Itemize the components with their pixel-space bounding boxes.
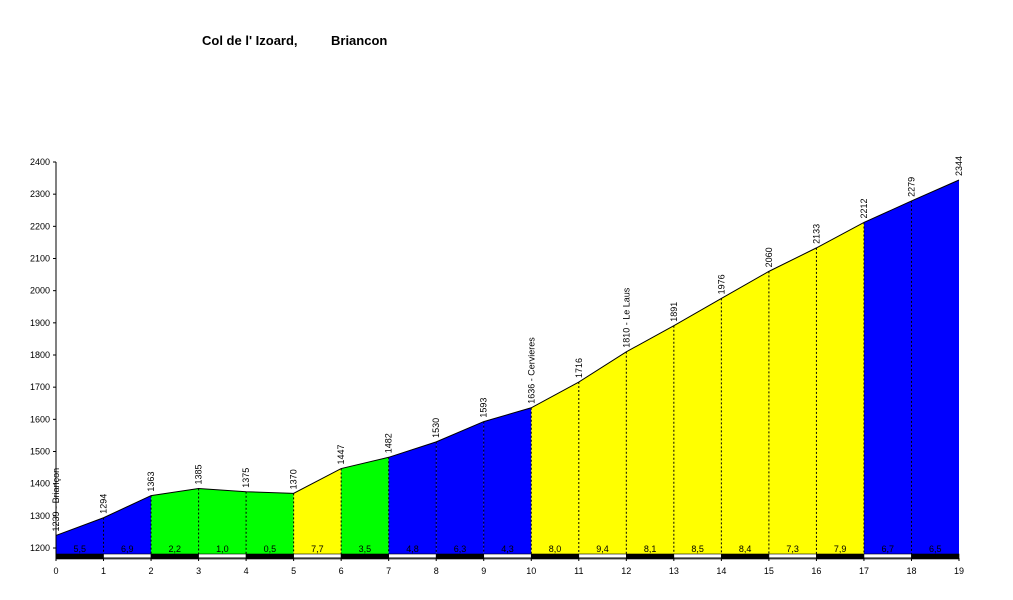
x-tick-label: 14 bbox=[716, 566, 726, 576]
elevation-label: 2344 bbox=[954, 156, 964, 176]
x-tick-label: 4 bbox=[244, 566, 249, 576]
x-tick-label: 3 bbox=[196, 566, 201, 576]
x-tick-label: 7 bbox=[386, 566, 391, 576]
y-tick-label: 1400 bbox=[30, 479, 50, 489]
y-tick-label: 2200 bbox=[30, 221, 50, 231]
elevation-label: 1385 bbox=[194, 464, 204, 484]
profile-segment bbox=[863, 200, 912, 558]
gradient-label: 7,3 bbox=[786, 544, 799, 554]
profile-segment bbox=[721, 271, 769, 558]
gradient-label: 7,7 bbox=[311, 544, 324, 554]
y-tick-label: 1800 bbox=[30, 350, 50, 360]
gradient-label: 8,5 bbox=[691, 544, 704, 554]
profile-segment bbox=[341, 457, 389, 558]
profile-segment bbox=[151, 488, 199, 558]
y-tick-label: 1700 bbox=[30, 382, 50, 392]
elevation-label: 1716 bbox=[574, 358, 584, 378]
gradient-label: 6,7 bbox=[881, 544, 894, 554]
y-tick-label: 1200 bbox=[30, 543, 50, 553]
elevation-label: 2279 bbox=[906, 177, 916, 197]
elevation-label: 1530 bbox=[431, 418, 441, 438]
y-tick-label: 2400 bbox=[30, 157, 50, 167]
x-tick-label: 0 bbox=[53, 566, 58, 576]
profile-segment bbox=[388, 441, 437, 558]
elevation-label: 1482 bbox=[384, 433, 394, 453]
gradient-label: 6,9 bbox=[121, 544, 134, 554]
x-tick-label: 16 bbox=[811, 566, 821, 576]
gradient-label: 9,4 bbox=[596, 544, 609, 554]
elevation-label: 1636 - Cervieres bbox=[526, 337, 536, 404]
chart-title-climb: Col de l' Izoard, bbox=[202, 33, 298, 48]
elevation-label: 1447 bbox=[336, 445, 346, 465]
elevation-label: 1810 - Le Laus bbox=[621, 287, 631, 348]
profile-line bbox=[55, 179, 960, 536]
elevation-label: 1976 bbox=[716, 274, 726, 294]
x-tick-label: 15 bbox=[764, 566, 774, 576]
gradient-label: 4,3 bbox=[501, 544, 514, 554]
y-tick-label: 2300 bbox=[30, 189, 50, 199]
y-tick-label: 2100 bbox=[30, 254, 50, 264]
gradient-label: 6,3 bbox=[454, 544, 467, 554]
km-bar-cell bbox=[911, 553, 960, 560]
x-tick-label: 10 bbox=[526, 566, 536, 576]
gradient-label: 8,0 bbox=[549, 544, 562, 554]
elevation-label: 1593 bbox=[479, 398, 489, 418]
gradient-label: 8,1 bbox=[644, 544, 657, 554]
profile-segment bbox=[816, 222, 864, 558]
profile-segment bbox=[626, 325, 674, 558]
profile-segment bbox=[436, 421, 484, 558]
x-tick-label: 13 bbox=[669, 566, 679, 576]
gradient-label: 7,9 bbox=[834, 544, 847, 554]
x-tick-label: 17 bbox=[859, 566, 869, 576]
elevation-label: 1891 bbox=[669, 302, 679, 322]
x-tick-label: 9 bbox=[481, 566, 486, 576]
profile-segment bbox=[531, 382, 579, 558]
profile-segment bbox=[103, 495, 152, 558]
x-tick-label: 11 bbox=[574, 566, 583, 576]
plot-area: 5,5 6,9 2,2 1,0 0,5 7,7 3,5 4,8 6,3 4,3 8,0 9,4 8,1 8… bbox=[30, 156, 964, 576]
gradient-label: 0,5 bbox=[264, 544, 277, 554]
profile-segment bbox=[768, 247, 817, 558]
profile-segment bbox=[578, 351, 627, 558]
gradient-label: 2,2 bbox=[169, 544, 182, 554]
profile-segment bbox=[483, 407, 532, 558]
gradient-label: 8,4 bbox=[739, 544, 752, 554]
chart-title-town: Briancon bbox=[331, 33, 387, 48]
x-tick-label: 18 bbox=[906, 566, 916, 576]
profile-segment bbox=[293, 468, 342, 558]
gradient-label: 1,0 bbox=[216, 544, 229, 554]
elevation-label: 1294 bbox=[99, 494, 109, 514]
x-tick-label: 6 bbox=[339, 566, 344, 576]
gradient-label: 4,8 bbox=[406, 544, 419, 554]
gradient-label: 5,5 bbox=[74, 544, 87, 554]
elevation-label: 2212 bbox=[859, 198, 869, 218]
profile-segment bbox=[911, 180, 959, 558]
y-tick-label: 1300 bbox=[30, 511, 50, 521]
y-tick-label: 2000 bbox=[30, 286, 50, 296]
x-tick-label: 8 bbox=[434, 566, 439, 576]
elevation-label: 1363 bbox=[146, 472, 156, 492]
x-tick-label: 19 bbox=[954, 566, 964, 576]
x-tick-label: 12 bbox=[621, 566, 631, 576]
y-tick-label: 1900 bbox=[30, 318, 50, 328]
profile-segment bbox=[198, 488, 247, 558]
gradient-label: 3,5 bbox=[359, 544, 372, 554]
profile-segment bbox=[246, 491, 294, 558]
elevation-label: 2133 bbox=[811, 224, 821, 244]
x-tick-label: 2 bbox=[149, 566, 154, 576]
profile-segment bbox=[56, 517, 104, 558]
y-tick-label: 1500 bbox=[30, 447, 50, 457]
y-tick-label: 1600 bbox=[30, 414, 50, 424]
profile-segment bbox=[673, 298, 722, 558]
elevation-label: 1370 bbox=[289, 469, 299, 489]
gradient-label: 6,5 bbox=[929, 544, 942, 554]
x-tick-label: 5 bbox=[291, 566, 296, 576]
x-tick-label: 1 bbox=[101, 566, 106, 576]
elevation-label: 2060 bbox=[764, 247, 774, 267]
elevation-label: 1239 - Briançon bbox=[51, 468, 61, 532]
elevation-label: 1375 bbox=[241, 468, 251, 488]
